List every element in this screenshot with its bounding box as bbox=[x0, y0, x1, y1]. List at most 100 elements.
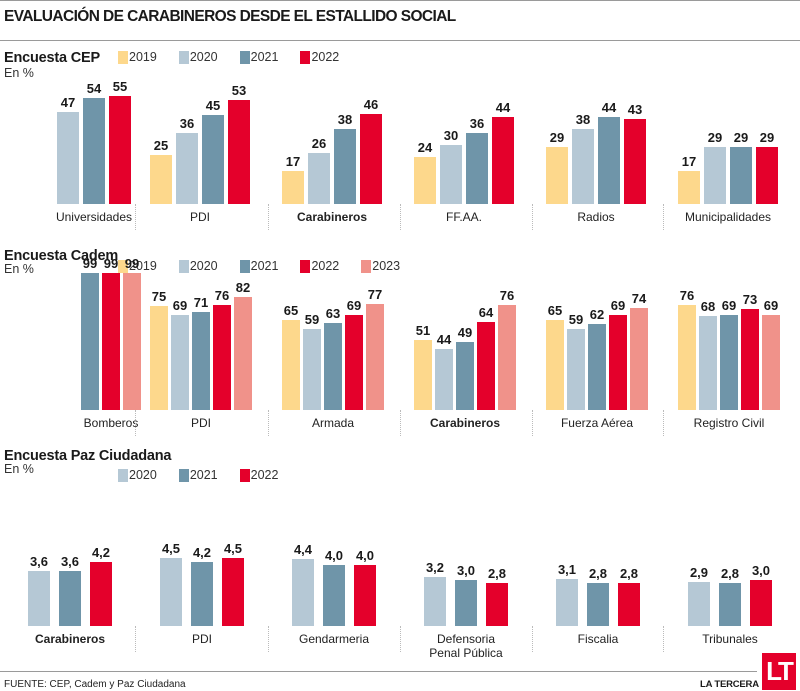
chart-title: Encuesta CEP bbox=[4, 50, 100, 66]
data-label: 26 bbox=[311, 136, 327, 151]
bar-2023 bbox=[234, 297, 252, 410]
bar-2023 bbox=[630, 308, 648, 410]
footer-rule bbox=[0, 671, 757, 672]
bar-2022 bbox=[624, 119, 646, 204]
group-separator bbox=[663, 410, 664, 436]
data-label: 36 bbox=[179, 116, 195, 131]
bar-2021 bbox=[456, 342, 474, 410]
legend-swatch bbox=[300, 259, 311, 273]
data-label: 3,2 bbox=[425, 560, 445, 575]
data-label: 62 bbox=[589, 307, 605, 322]
legend-item: 2022 bbox=[300, 259, 339, 273]
group-separator bbox=[532, 410, 533, 436]
category-label: PDI bbox=[189, 210, 210, 224]
bar-2022 bbox=[222, 558, 244, 626]
bar-2023 bbox=[123, 273, 141, 410]
data-label: 64 bbox=[478, 305, 494, 320]
bar-2020 bbox=[292, 559, 314, 626]
brand-name: LA TERCERA bbox=[700, 679, 759, 690]
legend-swatch bbox=[239, 468, 250, 482]
data-label: 25 bbox=[153, 138, 169, 153]
bar-2020 bbox=[308, 153, 330, 204]
bar-2020 bbox=[440, 145, 462, 204]
category-label: Fiscalia bbox=[577, 632, 619, 646]
legend-label: 2020 bbox=[189, 259, 218, 273]
data-label: 4,5 bbox=[161, 541, 181, 556]
bar-2021 bbox=[587, 583, 609, 626]
data-label: 69 bbox=[763, 298, 779, 313]
bar-2019 bbox=[414, 157, 436, 204]
bar-2019 bbox=[678, 171, 700, 204]
data-label: 77 bbox=[367, 287, 383, 302]
bar-2021 bbox=[720, 315, 738, 410]
data-label: 59 bbox=[568, 312, 584, 327]
bar-2020 bbox=[435, 349, 453, 410]
bar-2020 bbox=[688, 582, 710, 626]
data-label: 3,6 bbox=[29, 554, 49, 569]
chart-1: Encuesta Cadem En % 2019 2020 2021 2022 2023 99… bbox=[0, 248, 800, 448]
bar-2022 bbox=[618, 583, 640, 626]
legend-item: 2021 bbox=[178, 468, 218, 482]
group-separator bbox=[135, 204, 136, 230]
bar-2022 bbox=[477, 322, 495, 410]
bar-2020 bbox=[171, 315, 189, 410]
data-label: 38 bbox=[575, 112, 591, 127]
bar-2022 bbox=[741, 309, 759, 410]
bar-2020 bbox=[424, 577, 446, 626]
data-label: 29 bbox=[759, 130, 775, 145]
category-label: Carabineros bbox=[429, 416, 501, 430]
legend-label: 2020 bbox=[189, 50, 218, 64]
data-label: 51 bbox=[415, 323, 431, 338]
bar-2020 bbox=[57, 112, 79, 204]
data-label: 71 bbox=[193, 295, 209, 310]
bar-2019 bbox=[546, 320, 564, 410]
data-label: 69 bbox=[346, 298, 362, 313]
category-label: PDI bbox=[190, 416, 211, 430]
chart-title: Encuesta Cadem bbox=[4, 248, 119, 264]
bar-2019 bbox=[282, 171, 304, 204]
data-label: 4,5 bbox=[223, 541, 243, 556]
data-label: 54 bbox=[86, 81, 102, 96]
group-separator bbox=[663, 204, 664, 230]
bar-2021 bbox=[324, 323, 342, 410]
category-label: FF.AA. bbox=[445, 210, 482, 224]
bar-2020 bbox=[704, 147, 726, 204]
unit-label: En % bbox=[4, 462, 34, 476]
bar-2019 bbox=[282, 320, 300, 410]
category-label: Carabineros bbox=[296, 210, 368, 224]
data-label: 73 bbox=[742, 292, 758, 307]
bar-2022 bbox=[228, 100, 250, 204]
group-separator bbox=[532, 204, 533, 230]
data-label: 49 bbox=[457, 325, 473, 340]
bar-2019 bbox=[414, 340, 432, 410]
legend-label: 2019 bbox=[129, 50, 157, 64]
group-separator bbox=[663, 626, 664, 652]
bar-2020 bbox=[572, 129, 594, 204]
data-label: 99 bbox=[82, 256, 98, 271]
legend-item: 2019 bbox=[118, 50, 157, 64]
category-label: Bomberos bbox=[83, 416, 139, 430]
bar-2021 bbox=[323, 565, 345, 626]
bar-2020 bbox=[176, 133, 198, 204]
bar-2022 bbox=[102, 273, 120, 410]
data-label: 69 bbox=[721, 298, 737, 313]
bar-2020 bbox=[28, 571, 50, 626]
group-separator bbox=[400, 410, 401, 436]
data-label: 30 bbox=[443, 128, 459, 143]
data-label: 2,8 bbox=[588, 566, 608, 581]
data-label: 44 bbox=[601, 100, 617, 115]
bar-2020 bbox=[160, 558, 182, 626]
bar-2023 bbox=[498, 305, 516, 410]
legend-label: 2022 bbox=[311, 50, 340, 64]
data-label: 99 bbox=[103, 256, 119, 271]
legend-swatch bbox=[178, 468, 189, 482]
bar-2021 bbox=[730, 147, 752, 204]
data-label: 74 bbox=[631, 291, 647, 306]
bar-2019 bbox=[150, 306, 168, 410]
data-label: 76 bbox=[214, 288, 230, 303]
chart-0: Encuesta CEP En % 2019 2020 2021 2022 47 54 55 Un… bbox=[0, 50, 800, 250]
category-label: PDI bbox=[191, 632, 212, 646]
category-label: Registro Civil bbox=[693, 416, 765, 430]
legend-item: 2020 bbox=[118, 468, 157, 482]
data-label: 4,4 bbox=[293, 542, 313, 557]
